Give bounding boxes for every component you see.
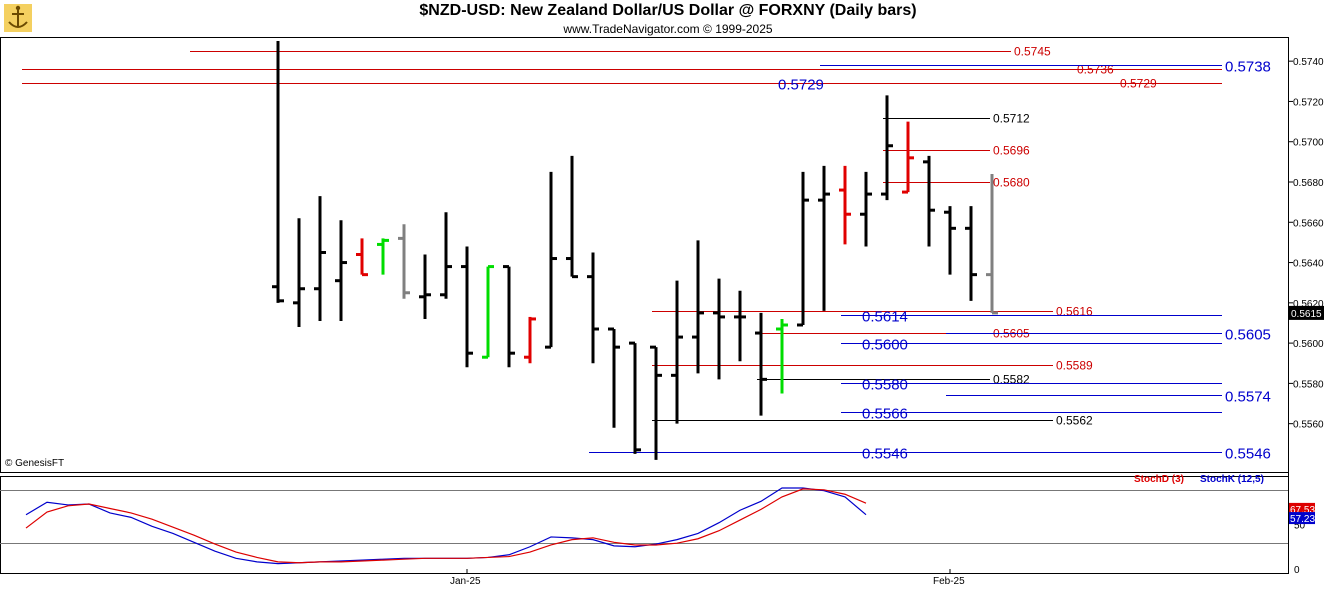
price-level-label: 0.5616	[1056, 305, 1093, 319]
stoch-k-value-box	[1289, 512, 1315, 525]
price-level-left-label: 0.5566	[862, 406, 908, 423]
price-level-left-label: 0.5600	[862, 337, 908, 354]
y-tick-label: 0.5660	[1293, 218, 1324, 229]
stoch-series-line	[25, 487, 867, 565]
stoch-k-value: 57.23	[1290, 514, 1315, 525]
x-tick-label: Feb-25	[933, 576, 965, 587]
y-tick-label: 0.5740	[1293, 57, 1324, 68]
stoch-legend-entry: StochD (3)	[1134, 474, 1184, 485]
y-tick-label: 0.5680	[1293, 178, 1324, 189]
stoch-tick-label: 50	[1294, 521, 1306, 532]
price-level-label: 0.5582	[993, 373, 1030, 387]
y-tick-label: 0.5580	[1293, 379, 1324, 390]
y-tick-label: 0.5700	[1293, 138, 1324, 149]
x-tick-label: Jan-25	[450, 576, 481, 587]
price-panel-frame	[0, 37, 1289, 473]
stoch-d-value: 67.53	[1290, 505, 1315, 516]
stoch-panel-frame	[0, 476, 1289, 574]
y-tick-label: 0.5600	[1293, 339, 1324, 350]
stoch-tick-label: 0	[1294, 565, 1300, 576]
price-level-label: 0.5574	[1225, 389, 1271, 406]
price-level-label: 0.5562	[1056, 414, 1093, 428]
genesis-watermark: © GenesisFT	[5, 458, 65, 469]
price-level-left-label: 0.5546	[862, 446, 908, 463]
price-level-label: 0.5589	[1056, 359, 1093, 373]
y-tick-label: 0.5560	[1293, 420, 1324, 431]
price-level-label: 0.5605	[1225, 327, 1271, 344]
stoch-legend-entry: StochK (12,5)	[1200, 474, 1264, 485]
price-level-left-label: 0.5580	[862, 377, 908, 394]
price-level-left-label: 0.5729	[778, 77, 824, 94]
price-level-label: 0.5696	[993, 144, 1030, 158]
price-level-label: 0.5546	[1225, 446, 1271, 463]
y-tick-label: 0.5720	[1293, 97, 1324, 108]
price-level-left-label: 0.5614	[862, 309, 908, 326]
y-tick-label: 0.5620	[1293, 299, 1324, 310]
price-level-label: 0.5738	[1225, 59, 1271, 76]
price-level-label: 0.5736	[1077, 63, 1114, 77]
price-level-label: 0.5712	[993, 112, 1030, 126]
last-price-label: 0.5615	[1291, 309, 1322, 320]
price-level-label: 0.5745	[1014, 45, 1051, 59]
chart-title: $NZD-USD: New Zealand Dollar/US Dollar @…	[419, 2, 917, 19]
stoch-series-line	[25, 488, 867, 564]
trade-navigator-logo-icon	[4, 4, 32, 32]
last-price-box	[1289, 305, 1324, 320]
price-level-label: 0.5729	[1120, 77, 1157, 91]
stoch-d-value-box	[1289, 502, 1315, 515]
chart-subtitle: www.TradeNavigator.com © 1999-2025	[563, 22, 773, 36]
price-level-label: 0.5680	[993, 176, 1030, 190]
y-tick-label: 0.5640	[1293, 259, 1324, 270]
